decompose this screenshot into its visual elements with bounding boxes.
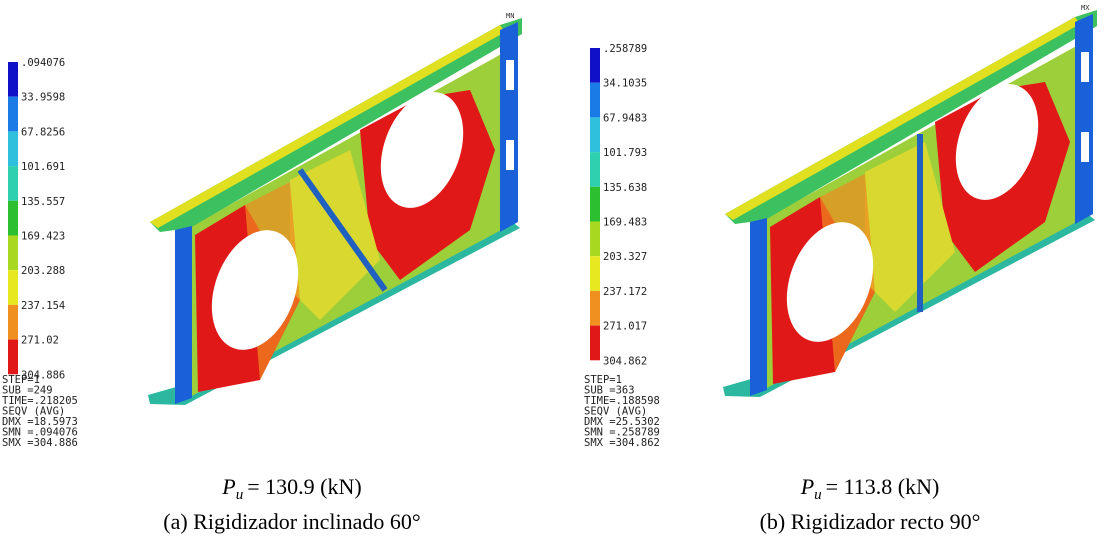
legend-label: 271.017 (603, 321, 647, 333)
legend-label: 135.638 (603, 182, 647, 194)
legend-band (590, 152, 600, 187)
end-stiffener (1075, 14, 1093, 224)
stats-line: SMX =304.862 (584, 437, 660, 449)
legend-band (8, 131, 18, 166)
legend-label: 304.862 (603, 355, 647, 367)
panel: .258789 34.1035 67.9483 101.793 135.638 169.4… (584, 4, 1097, 534)
caption: (b) Rigidizador recto 90° (760, 509, 981, 534)
legend-band (8, 270, 18, 305)
load-symbol: P (800, 474, 814, 499)
caption: (a) Rigidizador inclinado 60° (163, 509, 420, 534)
legend-band (590, 187, 600, 222)
legend-label: 34.1035 (603, 78, 647, 90)
legend-band (8, 236, 18, 271)
legend-band (8, 62, 18, 97)
stiffener-cut (1081, 132, 1089, 162)
panel: .094076 33.9598 67.8256 101.691 135.557 169.4… (2, 12, 522, 534)
corner-label: MX (1081, 4, 1090, 12)
legend-band (8, 97, 18, 132)
legend-label: .258789 (603, 43, 647, 55)
figure: .094076 33.9598 67.8256 101.691 135.557 169.4… (0, 0, 1118, 540)
legend-band (590, 256, 600, 291)
legend-band (590, 48, 600, 83)
legend-label: .094076 (21, 57, 65, 69)
legend-band (590, 291, 600, 326)
legend-label: 101.793 (603, 147, 647, 159)
legend-label: 67.8256 (21, 126, 65, 138)
legend-band (590, 326, 600, 361)
legend-label: 169.483 (603, 217, 647, 229)
legend-band (8, 305, 18, 340)
load-subscript: u (814, 487, 822, 503)
legend-label: 203.288 (21, 265, 65, 277)
legend-band (8, 166, 18, 201)
end-stiffener (750, 218, 767, 396)
load-value: = 130.9 (kN) (247, 474, 361, 499)
legend-label: 237.154 (21, 300, 65, 312)
load-text: Pu= 113.8 (kN) (800, 474, 940, 503)
legend-label: 135.557 (21, 196, 65, 208)
load-text: Pu= 130.9 (kN) (221, 474, 361, 503)
stiffener-cut (1081, 52, 1089, 82)
load-value: = 113.8 (kN) (826, 474, 940, 499)
legend-band (8, 201, 18, 236)
load-subscript: u (236, 487, 244, 503)
legend-band (590, 117, 600, 152)
end-stiffener (175, 226, 192, 404)
stiffener-cut (506, 140, 514, 170)
legend-label: 33.9598 (21, 92, 65, 104)
corner-label: MN (506, 12, 514, 20)
legend-label: 101.691 (21, 161, 65, 173)
figure-canvas: .094076 33.9598 67.8256 101.691 135.557 169.4… (0, 0, 1118, 540)
legend-label: 237.172 (603, 286, 647, 298)
stiffener-cut (506, 60, 514, 90)
legend-label: 169.423 (21, 231, 65, 243)
stats-line: SMX =304.886 (2, 437, 78, 449)
legend-band (8, 340, 18, 375)
legend-label: 203.327 (603, 251, 647, 263)
legend-band (590, 222, 600, 257)
legend-label: 67.9483 (603, 112, 647, 124)
legend-band (590, 83, 600, 118)
load-symbol: P (221, 474, 235, 499)
end-stiffener (500, 22, 518, 232)
legend-label: 271.02 (21, 335, 59, 347)
